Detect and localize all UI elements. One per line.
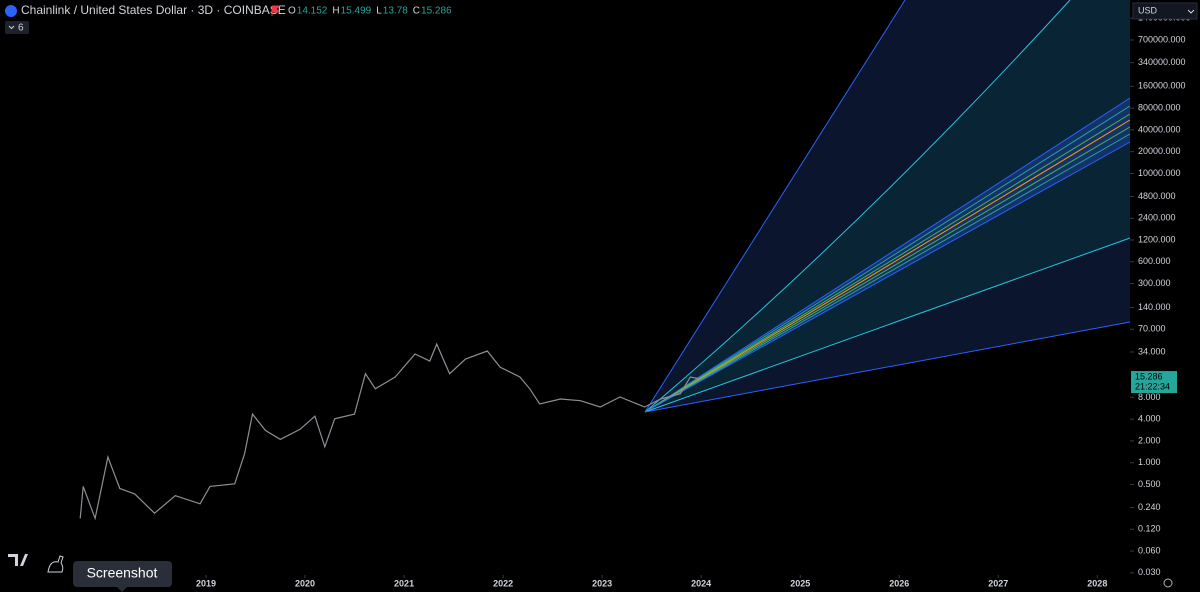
settings-icon[interactable] [1163, 578, 1173, 588]
fan-line [644, 119, 1131, 413]
y-tick-label: 140.000 [1138, 302, 1171, 312]
fan-line [644, 237, 1131, 413]
x-tick-label: 2022 [493, 578, 513, 588]
tooltip-text: Screenshot [87, 565, 158, 581]
x-tick-label: 2028 [1087, 578, 1107, 588]
y-tick-label: 700000.000 [1138, 34, 1186, 44]
fan-line [644, 0, 1071, 413]
fan-drawing [644, 0, 1131, 413]
x-tick-label: 2026 [889, 578, 909, 588]
y-tick-label: 2400.000 [1138, 213, 1176, 223]
ohlc-value: 14.152 [297, 6, 328, 17]
y-tick-label: 70.000 [1138, 324, 1166, 334]
fan-line [644, 113, 1131, 413]
y-tick-label: 10000.000 [1138, 168, 1181, 178]
chevron-icon [8, 25, 15, 30]
fan-line [644, 105, 1131, 413]
y-tick-label: 4.000 [1138, 414, 1161, 424]
fan-line [644, 97, 1131, 413]
y-tick-label: 80000.000 [1138, 102, 1181, 112]
tradingview-logo[interactable] [8, 554, 28, 566]
y-tick-label: 1200.000 [1138, 234, 1176, 244]
y-tick-label: 160000.000 [1138, 81, 1186, 91]
ohlc-value: 13.78 [383, 6, 408, 17]
symbol-title[interactable]: Chainlink / United States Dollar · 3D · … [21, 3, 286, 17]
replay-icon[interactable] [47, 555, 64, 573]
y-tick-label: 0.240 [1138, 502, 1161, 512]
countdown: 21:22:34 [1135, 381, 1170, 391]
fan-inner-area [645, 0, 1130, 412]
currency-label: USD [1138, 5, 1158, 15]
y-tick-label: 1.000 [1138, 457, 1161, 467]
ohlc-key: L [376, 6, 382, 17]
x-tick-label: 2024 [691, 578, 711, 588]
fan-line [644, 321, 1131, 413]
x-tick-label: 2019 [196, 578, 216, 588]
x-tick-label: 2025 [790, 578, 810, 588]
currency-select[interactable] [1132, 2, 1198, 20]
x-tick-label: 2021 [394, 578, 414, 588]
y-tick-label: 8.000 [1138, 392, 1161, 402]
x-tick-label: 2023 [592, 578, 612, 588]
caret-icon [1187, 9, 1195, 14]
fan-line [644, 126, 1131, 413]
y-tick-label: 0.500 [1138, 479, 1161, 489]
y-tick-label: 2.000 [1138, 435, 1161, 445]
last-price: 15.286 [1135, 371, 1163, 381]
ohlc-key: H [332, 6, 339, 17]
y-tick-label: 300.000 [1138, 278, 1171, 288]
ohlc: O 14.152 H 15.499 L 13.78 C 15.286 [288, 6, 452, 17]
x-tick-label: 2027 [988, 578, 1008, 588]
indicator-count: 6 [18, 23, 24, 34]
tooltip-arrow [117, 587, 127, 592]
price-box [1131, 371, 1177, 394]
y-tick-label: 0.060 [1138, 545, 1161, 555]
ohlc-key: C [413, 6, 420, 17]
y-tick-label: 40000.000 [1138, 124, 1181, 134]
y-tick-label: 4800.000 [1138, 191, 1176, 201]
fan-area [645, 0, 1130, 412]
fan-line [644, 0, 906, 413]
ohlc-key: O [288, 6, 296, 17]
ohlc-value: 15.286 [421, 6, 452, 17]
y-tick-label: 34.000 [1138, 346, 1166, 356]
y-tick-label: 20000.000 [1138, 146, 1181, 156]
y-tick-label: 340000.000 [1138, 57, 1186, 67]
indicators-toggle[interactable] [5, 21, 29, 34]
fan-line [644, 141, 1131, 413]
symbol-logo [5, 5, 17, 17]
price-line [79, 342, 701, 521]
y-tick-label: 0.120 [1138, 524, 1161, 534]
y-tick-label: 600.000 [1138, 256, 1171, 266]
y-tick-label: 0.030 [1138, 567, 1161, 577]
tooltip [73, 561, 172, 587]
fan-line [644, 133, 1131, 413]
plot: 1400000.000700000.000340000.000160000.00… [79, 13, 1191, 588]
ohlc-value: 15.499 [341, 6, 372, 17]
flag-icon[interactable] [271, 5, 281, 16]
x-tick-label: 2020 [295, 578, 315, 588]
